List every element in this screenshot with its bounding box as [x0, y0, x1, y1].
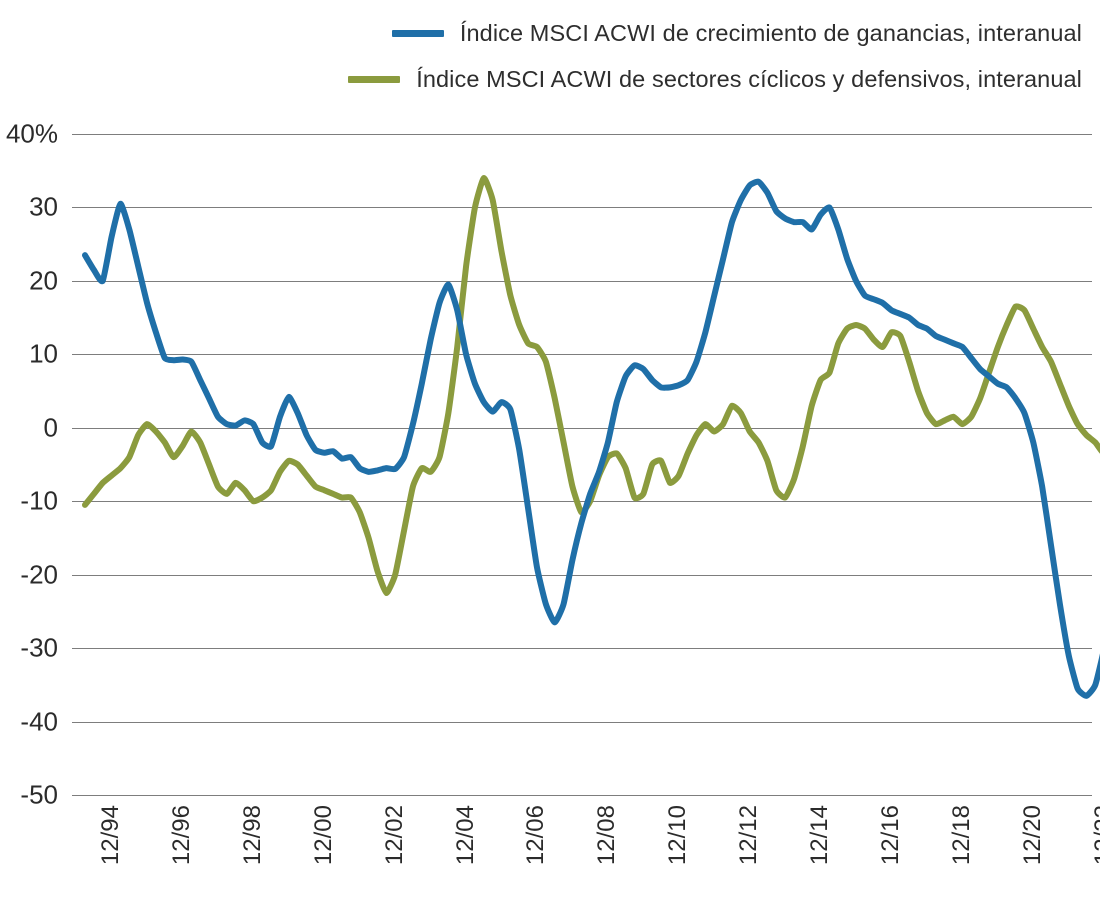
- x-axis-tick-label: 12/10: [664, 805, 692, 866]
- x-axis-tick-label: 12/12: [735, 805, 763, 866]
- gridline: [72, 795, 1092, 796]
- legend-item-earnings-growth[interactable]: Índice MSCI ACWI de crecimiento de ganan…: [0, 10, 1100, 56]
- gridline: [72, 721, 1092, 723]
- gridline: [72, 648, 1092, 650]
- x-axis-tick-label: 12/94: [97, 805, 124, 866]
- gridline: [72, 354, 1092, 356]
- y-axis-tick-label: -50: [20, 779, 58, 810]
- y-axis-tick-label: 40%: [5, 118, 58, 149]
- legend-item-cyclical-defensive[interactable]: Índice MSCI ACWI de sectores cíclicos y …: [0, 56, 1100, 102]
- x-axis-tick-label: 12/98: [238, 805, 266, 866]
- x-axis-tick-label: 12/00: [309, 805, 337, 866]
- y-axis-tick-label: 0: [43, 412, 58, 443]
- y-axis-labels: 40% 30 20 10 0 -10 -20 -30 -40 -50: [0, 0, 70, 918]
- x-axis-tick-label: 12/02: [380, 805, 408, 866]
- x-axis-tick-label: 12/22: [1089, 805, 1100, 866]
- series-lines: [82, 175, 1100, 699]
- x-axis-tick-label: 12/96: [167, 805, 195, 866]
- series-line: [82, 178, 1100, 699]
- y-axis-tick-label: 30: [29, 191, 58, 222]
- legend-swatch-earnings-growth: [391, 29, 444, 37]
- plot-area: [72, 134, 1100, 796]
- legend-label-cyclical-defensive: Índice MSCI ACWI de sectores cíclicos y …: [416, 65, 1082, 92]
- series-line: [82, 175, 1100, 597]
- gridline: [72, 207, 1092, 209]
- gridline: [72, 574, 1092, 576]
- y-axis-tick-label: -10: [20, 485, 58, 516]
- chart-legend: Índice MSCI ACWI de crecimiento de ganan…: [0, 10, 1100, 102]
- x-axis-tick-label: 12/04: [451, 805, 479, 866]
- x-axis-labels: 12/94 12/96 12/98 12/00 12/02 12/04 12/06 12/08…: [0, 795, 1100, 918]
- gridline: [72, 427, 1092, 429]
- gridline: [72, 134, 1092, 135]
- x-axis-tick-label: 12/08: [593, 805, 621, 866]
- y-axis-tick-label: -30: [20, 632, 58, 663]
- y-axis-tick-label: -40: [20, 706, 58, 737]
- x-axis-tick-label: 12/18: [947, 805, 975, 866]
- x-axis-tick-label: 12/20: [1018, 805, 1046, 866]
- gridline: [72, 280, 1092, 282]
- x-axis-tick-label: 12/06: [522, 805, 550, 866]
- legend-label-earnings-growth: Índice MSCI ACWI de crecimiento de ganan…: [459, 19, 1082, 46]
- x-axis-tick-label: 12/14: [806, 805, 833, 866]
- x-axis-tick-label: 12/16: [876, 805, 904, 866]
- y-axis-tick-label: -20: [20, 559, 58, 590]
- y-axis-tick-label: 20: [29, 265, 58, 296]
- gridline: [72, 501, 1092, 503]
- y-axis-tick-label: 10: [29, 338, 58, 369]
- legend-swatch-cyclical-defensive: [348, 75, 401, 83]
